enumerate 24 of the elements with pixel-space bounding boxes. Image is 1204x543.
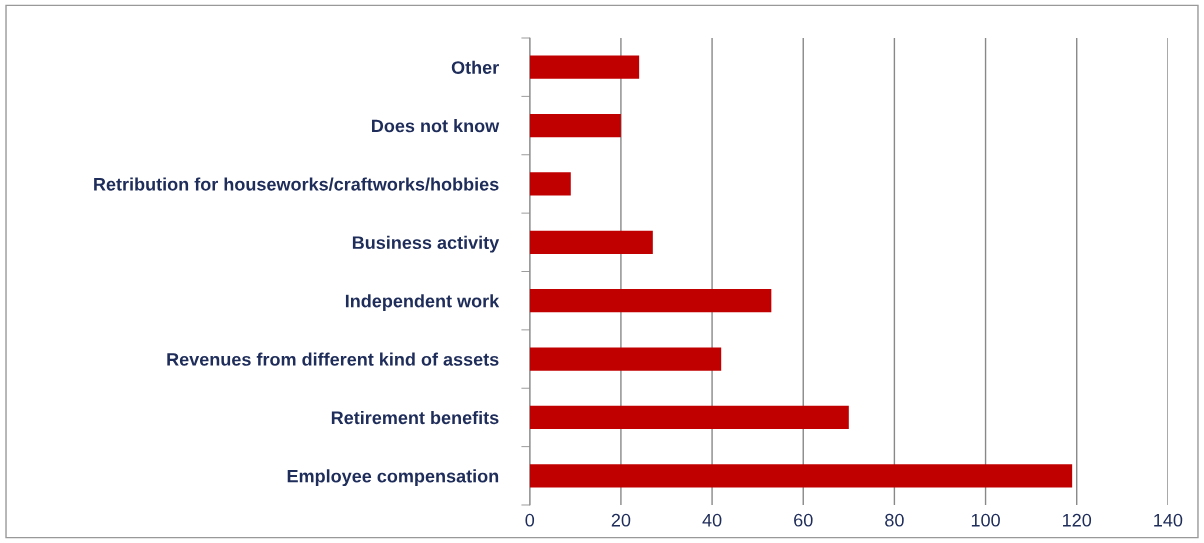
- x-tick-label: 40: [702, 513, 722, 527]
- y-tick-label: Other: [451, 60, 499, 74]
- x-tick-label: 140: [1154, 513, 1183, 527]
- x-tick-label: 60: [794, 513, 813, 527]
- bar: [529, 113, 621, 138]
- y-tick-label: Retirement benefits: [331, 410, 499, 425]
- bar: [529, 55, 640, 79]
- y-tick-label: Retribution for houseworks/craftworks/hobbies: [94, 177, 499, 191]
- y-tick-label: Business activity: [352, 235, 500, 253]
- y-tick-label: Does not know: [372, 119, 500, 133]
- x-tick-label: 20: [611, 513, 631, 527]
- x-tick-label: 100: [971, 513, 1000, 527]
- y-tick-label: Independent work: [345, 294, 500, 311]
- y-tick-label: Revenues from different kind of assets: [167, 352, 499, 366]
- bar: [529, 405, 849, 430]
- bar: [529, 347, 722, 371]
- bar: [529, 172, 571, 196]
- bar: [529, 464, 1073, 488]
- bar: [529, 289, 772, 313]
- bar: [529, 230, 653, 254]
- x-tick-label: 80: [885, 513, 904, 527]
- y-tick-label: Employee compensation: [287, 469, 499, 487]
- x-tick-label: 0: [525, 513, 535, 527]
- x-tick-label: 120: [1063, 513, 1092, 527]
